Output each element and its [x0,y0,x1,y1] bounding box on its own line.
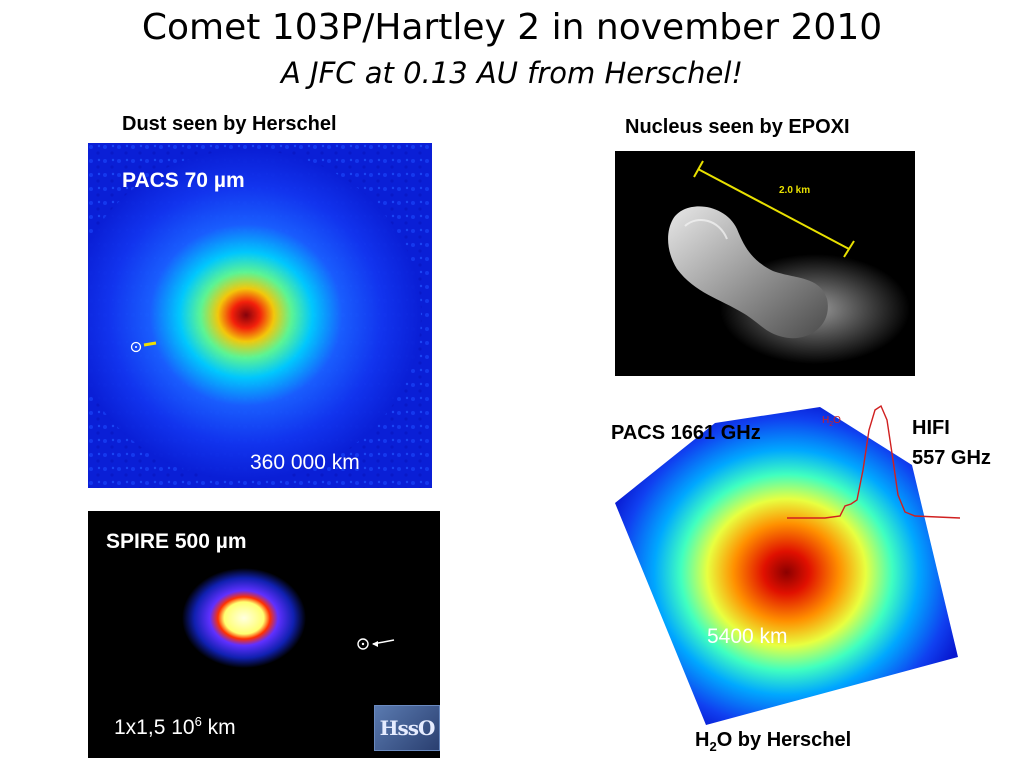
hifi-label-line1: HIFI [912,417,950,439]
hifi-label-line2: 557 GHz [912,447,991,469]
water-scale: 5400 km [707,625,788,648]
epoxi-scale: 2.0 km [779,185,811,196]
epoxi-image: 2.0 km [615,151,915,376]
pacs1661-label: PACS 1661 GHz [611,422,761,444]
slide-title: Comet 103P/Hartley 2 in november 2010 [141,7,883,48]
sun-direction-icon [130,341,157,353]
hsso-logo: HssO [374,705,440,751]
sun-direction-icon [357,638,395,650]
spire500-image: SPIRE 500 µm 1x1,5 106 km HssO [88,511,440,758]
spire500-scale: 1x1,5 106 km [114,714,236,739]
water-caption: H2O by Herschel [695,729,852,754]
scale-bar-icon [693,160,855,258]
spire500-map [182,568,395,668]
nucleus-image [668,160,910,364]
h2o-spectrum [787,404,961,519]
water-map [615,407,958,725]
pacs70-label: PACS 70 µm [122,169,245,192]
pacs70-image: PACS 70 µm 360 000 km [88,143,432,488]
slide-subtitle: A JFC at 0.13 AU from Herschel! [280,56,744,90]
spectrum-label: H2O [822,415,841,428]
pacs70-map [88,143,432,488]
spire500-label: SPIRE 500 µm [106,530,247,553]
epoxi-caption: Nucleus seen by EPOXI [625,116,850,138]
pacs70-caption: Dust seen by Herschel [122,113,337,135]
pacs70-scale: 360 000 km [250,451,360,474]
